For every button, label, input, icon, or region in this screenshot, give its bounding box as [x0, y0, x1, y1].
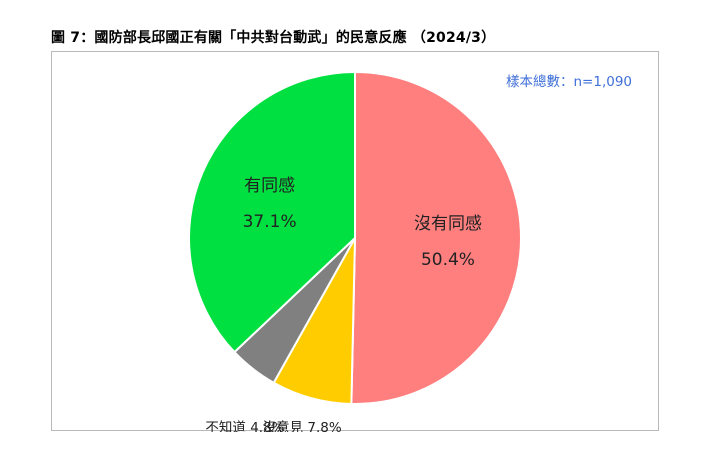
slice-value-0: 50.4%: [421, 250, 475, 270]
slice-value-3: 37.1%: [243, 212, 297, 232]
slice-label-2: 不知道 4.8%: [205, 419, 284, 432]
slice-label-3: 有同感: [244, 176, 295, 196]
slice-label-0: 沒有同感: [414, 214, 482, 234]
pie-slice-0: [350, 70, 522, 405]
slice-label-1: 沒意見 7.8%: [263, 419, 342, 432]
chart-frame: 樣本總數：n=1,090 沒有同感 50.4% 沒意見 7.8% 不知道 4.8% 有同…: [51, 51, 659, 432]
pie-chart: 沒有同感 50.4% 沒意見 7.8%不知道 4.8% 有同感 37.1%: [188, 70, 522, 432]
sample-size-note: 樣本總數：n=1,090: [505, 74, 632, 90]
chart-title: 圖 7：國防部長邱國正有關「中共對台動武」的民意反應 （2024/3）: [51, 30, 496, 46]
pie-slice-3: [188, 70, 356, 354]
